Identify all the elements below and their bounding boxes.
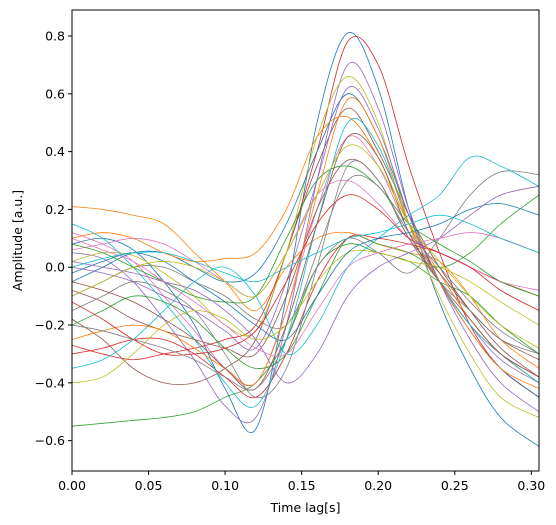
y-tick-label: 0.0 [45,260,65,275]
y-tick-label: 0.6 [45,86,65,101]
series-line-17 [72,179,539,298]
y-axis-label: Amplitude [a.u.] [10,190,25,291]
x-tick-label: 0.05 [135,478,163,493]
series-line-30 [72,214,539,283]
x-tick-label: 0.15 [288,478,316,493]
series-line-20 [72,118,539,408]
x-tick-label: 0.25 [441,478,469,493]
y-axis: −0.6 −0.4 −0.2 0.0 0.2 0.4 0.6 0.8 [35,29,72,448]
x-axis: 0.00 0.05 0.10 0.15 0.20 0.25 0.30 [58,471,545,493]
y-tick-label: −0.2 [35,318,65,333]
series-line-21 [72,203,539,341]
series-line-2 [72,206,539,369]
series-line-13 [72,194,539,369]
series-line-4 [72,36,539,398]
series-line-1 [72,32,539,447]
series-line-19 [72,249,539,384]
series-line-23 [72,165,539,304]
x-tick-label: 0.00 [58,478,86,493]
series-line-27 [72,232,539,357]
series-line-25 [72,185,539,384]
x-tick-label: 0.30 [517,478,545,493]
plot-frame [71,9,540,472]
series-line-5 [72,62,539,424]
series-line-28 [72,174,539,391]
series-line-29 [72,144,539,349]
series-line-24 [72,194,539,356]
series-line-9 [72,76,539,418]
series-line-3 [72,243,539,427]
y-tick-label: 0.2 [45,202,65,217]
x-tick-label: 0.20 [364,478,392,493]
series-line-10 [72,155,539,369]
y-tick-label: 0.8 [45,29,65,44]
y-tick-label: −0.4 [35,375,65,390]
series-line-8 [72,170,539,329]
series-layer [72,32,539,447]
y-tick-label: −0.6 [35,433,65,448]
x-axis-label: Time lag[s] [270,500,341,515]
series-line-26 [72,133,539,391]
y-tick-label: 0.4 [45,144,65,159]
series-line-12 [72,115,539,384]
x-tick-label: 0.10 [211,478,239,493]
series-line-18 [72,160,539,399]
series-line-22 [72,97,539,389]
